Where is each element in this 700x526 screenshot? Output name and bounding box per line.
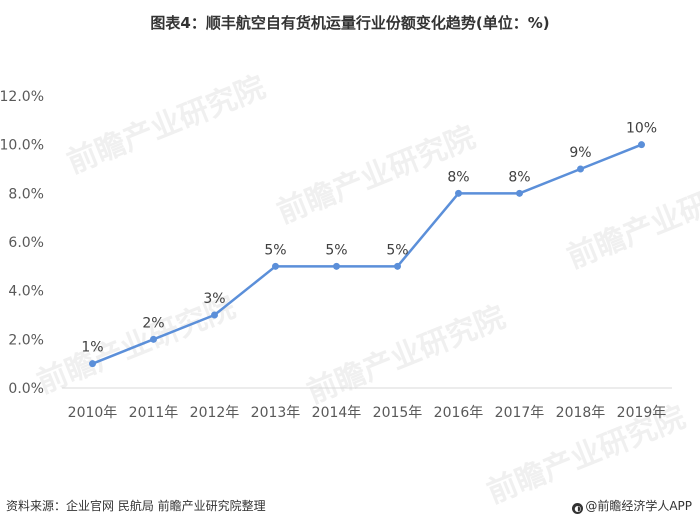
qianzhan-logo-icon: ◐ (572, 503, 584, 514)
y-tick-label: 2.0% (8, 332, 44, 348)
data-label: 5% (386, 242, 408, 258)
x-tick-label: 2013年 (251, 405, 301, 421)
data-point (577, 165, 584, 173)
y-tick-label: 10.0% (0, 138, 44, 154)
data-label: 8% (447, 169, 469, 185)
data-point (394, 262, 401, 270)
chart-title: 图表4：顺丰航空自有货机运量行业份额变化趋势(单位：%) (150, 14, 550, 32)
data-point (333, 262, 340, 270)
data-point (150, 335, 157, 343)
x-tick-label: 2019年 (617, 405, 667, 421)
source-note: 资料来源：企业官网 民航局 前瞻产业研究院整理 (6, 499, 266, 513)
data-label: 9% (569, 145, 591, 161)
y-tick-label: 8.0% (8, 186, 44, 202)
data-point (211, 311, 218, 319)
data-label: 10% (626, 121, 657, 137)
x-tick-label: 2012年 (190, 405, 240, 421)
y-tick-label: 4.0% (8, 284, 44, 300)
data-label: 2% (142, 315, 164, 331)
data-label: 5% (325, 242, 347, 258)
y-tick-label: 12.0% (0, 89, 44, 105)
brand-text: @前瞻经济学人APP (585, 499, 692, 513)
x-tick-label: 2017年 (495, 405, 545, 421)
data-point (455, 189, 462, 197)
brand-credit: ◐ @前瞻经济学人APP (572, 497, 692, 514)
x-tick-label: 2016年 (434, 405, 484, 421)
x-tick-label: 2015年 (373, 405, 423, 421)
series-line (92, 143, 642, 365)
data-label: 5% (264, 242, 286, 258)
y-tick-label: 0.0% (8, 381, 44, 397)
x-tick-label: 2010年 (68, 405, 118, 421)
data-point (638, 141, 645, 149)
data-point (89, 360, 96, 368)
data-point (272, 262, 279, 270)
x-tick-label: 2014年 (312, 405, 362, 421)
y-tick-label: 6.0% (8, 235, 44, 251)
data-label: 8% (508, 169, 530, 185)
x-tick-label: 2011年 (129, 405, 179, 421)
data-label: 3% (203, 291, 225, 307)
data-label: 1% (81, 340, 103, 356)
x-tick-label: 2018年 (556, 405, 606, 421)
data-point (516, 189, 523, 197)
